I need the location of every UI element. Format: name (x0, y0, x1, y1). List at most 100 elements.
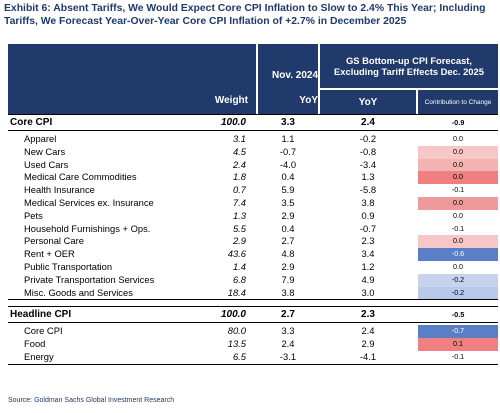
cell-gs: -3.4 (359, 158, 377, 170)
cell-label: Energy (24, 350, 54, 362)
cell-gs: 2.4 (361, 117, 375, 128)
table-row: Misc. Goods and Services 18.4 3.8 3.0 -0.2 (8, 286, 498, 300)
cell-gs: 2.3 (361, 235, 375, 247)
cell-contrib: -0.9 (418, 115, 498, 130)
cell-weight: 0.7 (232, 184, 246, 196)
table-row: Household Furnishings + Ops. 5.5 0.4 -0.7 -0… (8, 222, 498, 236)
table-row: Core CPI 80.0 3.3 2.4 -0.7 (8, 325, 498, 339)
cell-gs: -0.2 (359, 133, 377, 144)
cell-contrib: -0.1 (418, 350, 498, 364)
cell-weight: 1.4 (232, 260, 246, 272)
cell-nov: 2.9 (281, 209, 295, 221)
table-row: Energy 6.5 -3.1 -4.1 -0.1 (8, 350, 498, 364)
cell-gs: 2.4 (361, 325, 375, 337)
cell-contrib: -0.6 (418, 248, 498, 261)
header-nov-2024: Nov. 2024 YoY (258, 44, 318, 114)
cpi-table: Weight Nov. 2024 YoY GS Bottom-up CPI Fo… (8, 44, 498, 365)
cell-weight: 80.0 (227, 325, 246, 337)
cell-gs: 4.9 (361, 273, 375, 285)
section-header-row: Core CPI 100.0 3.3 2.4 -0.9 (8, 114, 498, 131)
cell-nov: -0.7 (279, 145, 297, 157)
cell-label: Rent + OER (24, 248, 75, 260)
cell-nov: 5.9 (281, 184, 295, 196)
cell-label: Personal Care (24, 235, 84, 247)
cell-weight: 3.1 (232, 133, 246, 144)
cell-gs: 2.9 (361, 338, 375, 350)
cell-weight: 43.6 (227, 248, 246, 260)
header-weight: Weight (191, 44, 256, 114)
header-gs-yoy: YoY (320, 90, 416, 114)
cell-label: Public Transportation (24, 260, 113, 272)
cell-label: Used Cars (24, 158, 69, 170)
table-row: Food 13.5 2.4 2.9 0.1 (8, 338, 498, 351)
cell-nov: 3.5 (281, 196, 295, 208)
cell-gs: 2.3 (361, 309, 375, 321)
cell-weight: 1.3 (232, 209, 246, 221)
cell-nov: -4.0 (279, 158, 297, 170)
table-row: Public Transportation 1.4 2.9 1.2 0.0 (8, 260, 498, 274)
header-contribution: Contribution to Change (418, 90, 498, 114)
cell-label: Misc. Goods and Services (24, 286, 133, 298)
cell-nov: 4.8 (281, 248, 295, 260)
cell-label: Pets (24, 209, 43, 221)
cell-contrib: 0.0 (418, 145, 498, 159)
cell-weight: 5.5 (232, 222, 246, 234)
cell-nov: 2.9 (281, 260, 295, 272)
source-note: Source: Goldman Sachs Global Investment … (8, 397, 175, 404)
cell-contrib: 0.0 (418, 235, 498, 249)
table-row: Health Insurance 0.7 5.9 -5.8 -0.1 (8, 184, 498, 197)
cell-gs: 3.8 (361, 196, 375, 208)
table-row: Used Cars 2.4 -4.0 -3.4 0.0 (8, 158, 498, 172)
table-row: Apparel 3.1 1.1 -0.2 0.0 (8, 133, 498, 146)
cell-nov: 0.4 (281, 171, 295, 183)
cell-label: Apparel (24, 133, 57, 144)
cell-nov: 0.4 (281, 222, 295, 234)
cell-nov: 7.9 (281, 273, 295, 285)
cell-weight: 2.9 (232, 235, 246, 247)
cell-contrib: 0.0 (418, 196, 498, 210)
cell-contrib: -0.5 (418, 307, 498, 323)
cell-label: Private Transportation Services (24, 273, 155, 285)
cell-weight: 4.5 (232, 145, 246, 157)
section-header-row: Headline CPI 100.0 2.7 2.3 -0.5 (8, 306, 498, 324)
header-nov-yoy: YoY (299, 95, 318, 106)
cell-gs: 0.9 (361, 209, 375, 221)
cell-nov: 1.1 (281, 133, 295, 144)
cell-contrib: 0.1 (418, 338, 498, 351)
cell-weight: 18.4 (227, 286, 246, 298)
cell-contrib: -0.7 (418, 325, 498, 339)
cell-contrib: -0.2 (418, 273, 498, 287)
cell-nov: -3.1 (279, 350, 297, 362)
cell-nov: 2.7 (281, 309, 295, 321)
cell-label: Headline CPI (10, 309, 72, 321)
table-header: Weight Nov. 2024 YoY GS Bottom-up CPI Fo… (8, 44, 498, 114)
cell-contrib: -0.1 (418, 184, 498, 197)
cell-nov: 3.8 (281, 286, 295, 298)
cell-label: Household Furnishings + Ops. (24, 222, 151, 234)
cell-contrib: 0.0 (418, 158, 498, 172)
table-row: Private Transportation Services 6.8 7.9 4.9… (8, 273, 498, 287)
cell-nov: 3.3 (281, 325, 295, 337)
cell-label: Medical Services ex. Insurance (24, 196, 154, 208)
table-row: Rent + OER 43.6 4.8 3.4 -0.6 (8, 248, 498, 261)
cell-contrib: 0.0 (418, 133, 498, 146)
cell-contrib: -0.1 (418, 222, 498, 236)
table-row: Pets 1.3 2.9 0.9 0.0 (8, 209, 498, 223)
cell-label: Core CPI (24, 325, 63, 337)
cell-label: Core CPI (10, 117, 53, 128)
cell-weight: 6.5 (232, 350, 246, 362)
cell-gs: 3.0 (361, 286, 375, 298)
cell-contrib: 0.0 (418, 171, 498, 185)
header-nov-label: Nov. 2024 (272, 70, 318, 81)
cell-nov: 3.3 (281, 117, 295, 128)
table-row: Personal Care 2.9 2.7 2.3 0.0 (8, 235, 498, 249)
table-row: Medical Services ex. Insurance 7.4 3.5 3.8 0… (8, 196, 498, 210)
cell-weight: 1.8 (232, 171, 246, 183)
cell-weight: 100.0 (220, 309, 246, 321)
cell-contrib: 0.0 (418, 209, 498, 223)
table-row: New Cars 4.5 -0.7 -0.8 0.0 (8, 145, 498, 159)
cell-gs: 3.4 (361, 248, 375, 260)
header-blank (8, 44, 191, 114)
header-gs-forecast: GS Bottom-up CPI Forecast, Excluding Tar… (320, 44, 498, 88)
cell-gs: 1.2 (361, 260, 375, 272)
